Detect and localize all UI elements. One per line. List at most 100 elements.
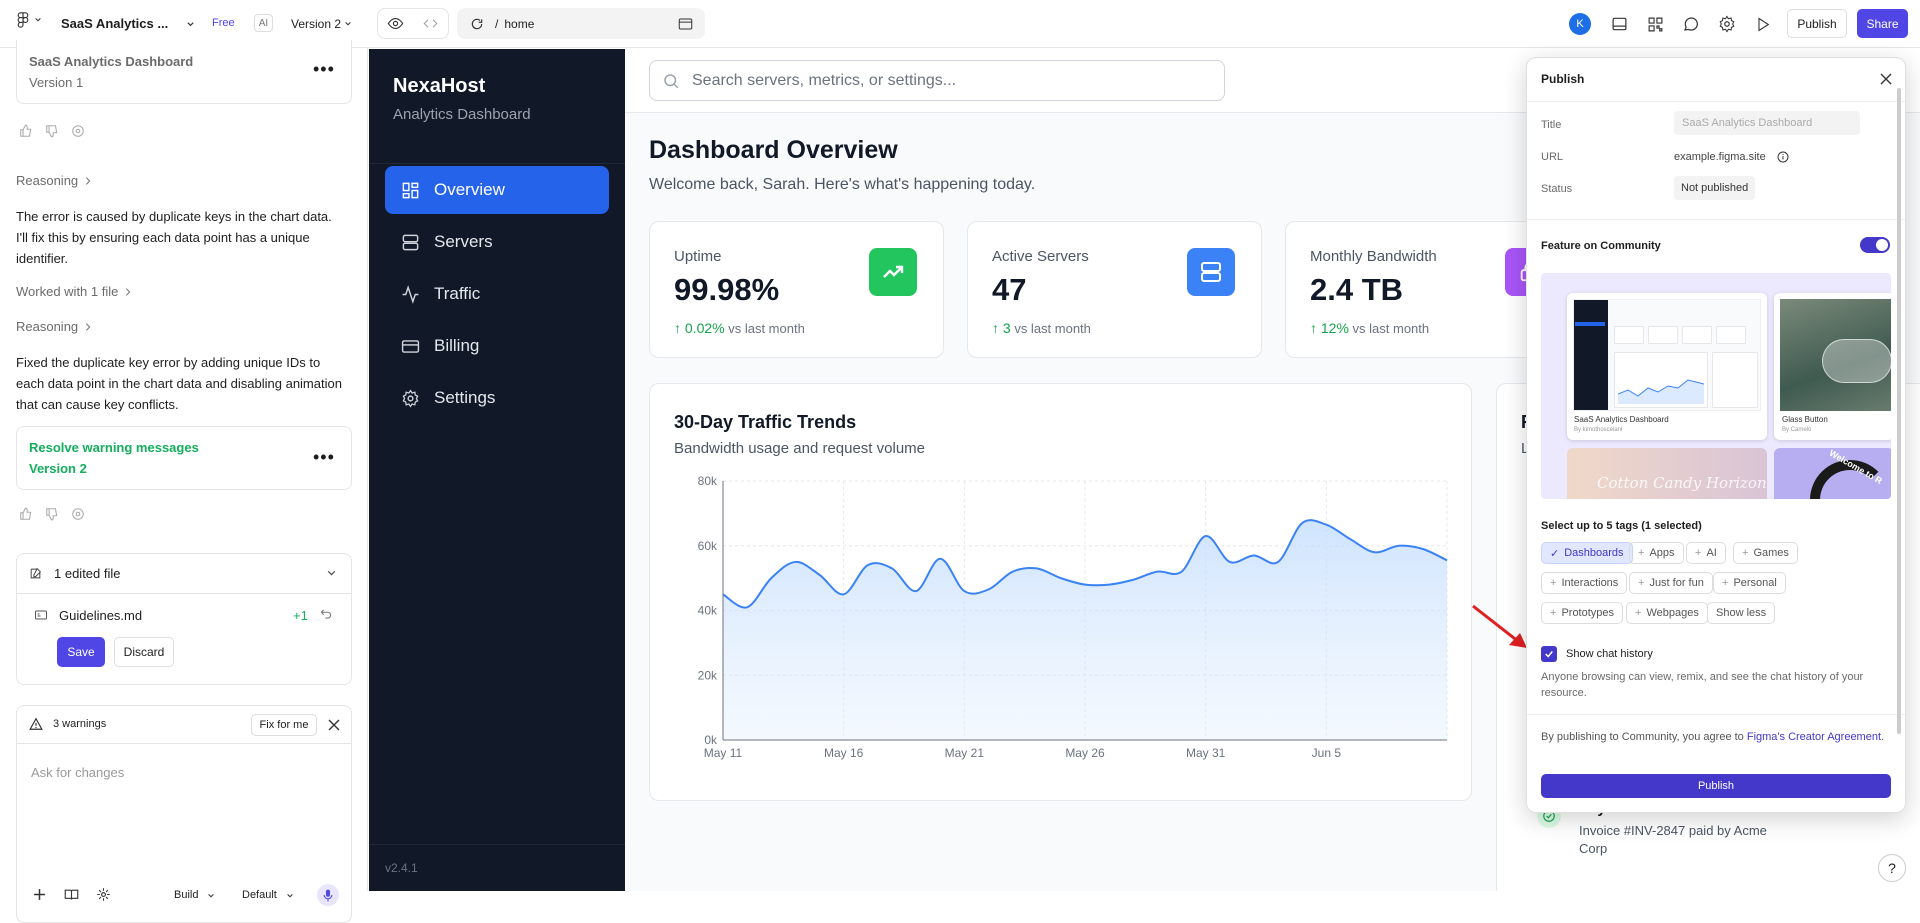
preview-card-glass-button[interactable]: Glass Button By Camelo (1774, 293, 1891, 440)
nav-item-overview[interactable]: Overview (385, 166, 609, 214)
file-name[interactable]: Guidelines.md (59, 608, 142, 623)
tag-prototypes[interactable]: +Prototypes (1541, 602, 1623, 624)
figma-menu-button[interactable] (16, 12, 42, 28)
user-avatar[interactable]: K (1569, 13, 1591, 35)
preview-card-cotton-candy[interactable]: Cotton Candy Horizon (1567, 448, 1767, 499)
gear-icon (1718, 15, 1736, 33)
feature-community-label: Feature on Community (1541, 240, 1661, 252)
restore-icon[interactable] (71, 507, 85, 521)
url-bar[interactable]: / home (457, 8, 705, 39)
plus-icon[interactable] (33, 888, 46, 901)
help-button[interactable]: ? (1878, 854, 1906, 882)
version-card-2[interactable]: Resolve warning messages Version 2 ••• (16, 426, 352, 490)
fix-for-me-button[interactable]: Fix for me (251, 714, 317, 736)
comments-button[interactable] (1679, 12, 1703, 36)
book-icon[interactable] (64, 888, 79, 901)
comment-icon (1682, 15, 1700, 33)
eye-icon (387, 15, 404, 32)
devmode-button[interactable] (1643, 12, 1667, 36)
edited-files-card: 1 edited file Guidelines.md +1 Save Disc… (16, 553, 352, 685)
show-chat-history-checkbox[interactable] (1541, 646, 1557, 662)
info-icon[interactable] (1777, 151, 1789, 163)
creator-agreement-link[interactable]: Figma's Creator Agreement (1747, 731, 1881, 743)
undo-icon[interactable] (319, 607, 333, 621)
thumbs-up-icon[interactable] (19, 124, 33, 138)
present-button[interactable] (1751, 12, 1775, 36)
refresh-icon[interactable] (470, 17, 484, 31)
tag-personal[interactable]: +Personal (1713, 572, 1786, 594)
qr-code-icon (1647, 16, 1664, 33)
close-icon[interactable] (328, 719, 340, 731)
discard-button[interactable]: Discard (114, 637, 174, 667)
x-tick-label: May 21 (945, 746, 985, 760)
nav-item-servers[interactable]: Servers (385, 218, 609, 266)
microphone-icon (323, 889, 333, 902)
nav-label: Settings (434, 388, 495, 408)
preview-card-welcome[interactable]: Welcome to R (1774, 448, 1891, 499)
close-icon[interactable] (1880, 73, 1892, 85)
preview-card-dashboard[interactable]: SaaS Analytics Dashboard By kimothoscela… (1567, 293, 1767, 440)
feature-community-toggle[interactable] (1860, 237, 1890, 253)
server-icon (401, 233, 420, 252)
tags-label: Select up to 5 tags (1 selected) (1541, 520, 1702, 532)
app-search-input[interactable]: Search servers, metrics, or settings... (649, 60, 1225, 101)
dialog-scrollbar[interactable] (1897, 88, 1901, 734)
settings-button[interactable] (1715, 12, 1739, 36)
version-card-1[interactable]: SaaS Analytics Dashboard Version 1 ••• (16, 40, 352, 104)
file-icon (35, 610, 47, 620)
preview-eye-button[interactable] (378, 9, 413, 38)
more-options-icon[interactable]: ••• (313, 452, 335, 462)
show-chat-history-label[interactable]: Show chat history (1566, 648, 1653, 660)
activity-item-desc: Invoice #INV-2847 paid by Acme Corp (1579, 822, 1779, 858)
nav-item-settings[interactable]: Settings (385, 374, 609, 422)
trending-up-icon (881, 260, 905, 284)
sparkle-icon[interactable] (96, 887, 111, 902)
app-version: v2.4.1 (385, 861, 418, 875)
agreement-prefix: By publishing to Community, you agree to (1541, 731, 1744, 743)
restore-icon[interactable] (71, 124, 85, 138)
tag-apps[interactable]: +Apps (1629, 542, 1684, 564)
voice-input-button[interactable] (317, 884, 339, 906)
tag-label: AI (1706, 547, 1716, 559)
thumbs-down-icon[interactable] (45, 124, 59, 138)
title-input[interactable]: SaaS Analytics Dashboard (1674, 111, 1860, 135)
reasoning-toggle-1[interactable]: Reasoning (16, 173, 92, 188)
tag-interactions[interactable]: +Interactions (1541, 572, 1627, 594)
tag-dashboards[interactable]: ✓Dashboards (1541, 542, 1633, 564)
publish-confirm-button[interactable]: Publish (1541, 774, 1891, 798)
preview-card-author: By kimothoscelanl (1574, 427, 1622, 433)
feedback-row-2 (19, 507, 85, 521)
code-view-button[interactable] (413, 9, 448, 38)
tag-just-for-fun[interactable]: +Just for fun (1629, 572, 1713, 594)
save-button[interactable]: Save (57, 637, 105, 667)
show-chat-history-desc: Anyone browsing can view, remix, and see… (1541, 669, 1886, 701)
share-button[interactable]: Share (1857, 9, 1908, 38)
tag-webpages[interactable]: +Webpages (1626, 602, 1708, 624)
nav-label: Billing (434, 336, 479, 356)
nav-item-traffic[interactable]: Traffic (385, 270, 609, 318)
project-name[interactable]: SaaS Analytics ... (61, 16, 168, 31)
layout-button[interactable] (1607, 12, 1631, 36)
plan-badge[interactable]: Free (212, 17, 235, 29)
more-options-icon[interactable]: ••• (313, 64, 335, 74)
file-diff: +1 (293, 608, 308, 623)
thumbs-down-icon[interactable] (45, 507, 59, 521)
show-less-button[interactable]: Show less (1707, 602, 1775, 624)
project-chevron-icon[interactable] (186, 20, 195, 29)
layout-icon (1611, 16, 1628, 32)
warnings-count: 3 warnings (53, 718, 106, 730)
url-value[interactable]: example.figma.site (1674, 151, 1766, 163)
version-select[interactable]: Version 2 (291, 17, 341, 31)
thumbs-up-icon[interactable] (19, 507, 33, 521)
nav-item-billing[interactable]: Billing (385, 322, 609, 370)
open-new-window-icon[interactable] (678, 17, 693, 31)
brand-name: NexaHost (393, 75, 485, 98)
publish-top-button[interactable]: Publish (1787, 9, 1847, 38)
tag-games[interactable]: +Games (1733, 542, 1798, 564)
worked-with-toggle[interactable]: Worked with 1 file (16, 284, 132, 299)
reasoning-toggle-2[interactable]: Reasoning (16, 319, 92, 334)
edited-files-header[interactable]: 1 edited file (17, 554, 351, 594)
chat-input[interactable]: Ask for changes (31, 765, 124, 780)
tag-ai[interactable]: +AI (1686, 542, 1726, 564)
version-card-title: Resolve warning messages (29, 440, 199, 455)
